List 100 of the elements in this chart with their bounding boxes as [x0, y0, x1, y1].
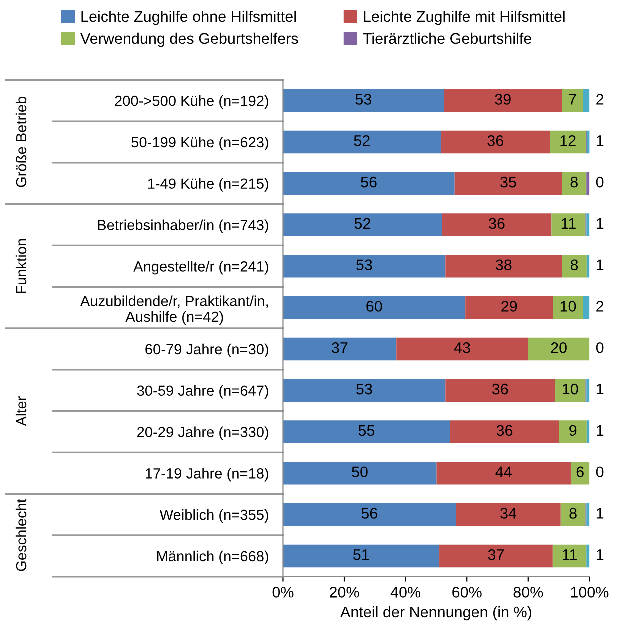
data-label: 1: [596, 508, 604, 519]
bar: [283, 503, 456, 526]
bar: [583, 89, 590, 112]
bar: [283, 379, 446, 402]
data-label: 9: [570, 425, 577, 436]
data-label: 11: [563, 550, 577, 560]
data-label: 37: [332, 342, 348, 354]
data-label: 39: [495, 94, 511, 105]
legend-label: Verwendung des Geburtshelfers: [80, 32, 298, 48]
y-tick-label: Auzubildende/r, Praktikant/in, Aushilfe (n=42): [80, 296, 268, 326]
bar: [283, 296, 466, 320]
data-label: 11: [562, 218, 576, 229]
bar: [562, 255, 587, 278]
data-label: 1: [596, 384, 604, 395]
bar: [586, 544, 590, 568]
x-tick-label: 60%: [452, 587, 482, 598]
bar: [283, 462, 437, 485]
legend-label: Leichte Zughilfe mit Hilfsmittel: [364, 10, 565, 26]
data-label: 35: [500, 176, 516, 188]
data-label: 55: [358, 425, 375, 436]
bar: [456, 503, 561, 526]
data-label: 36: [492, 384, 508, 395]
bar: [454, 172, 562, 196]
data-label: 1: [596, 260, 604, 270]
bar: [586, 255, 590, 278]
data-label: 53: [356, 94, 372, 105]
x-tick-label: 40%: [390, 587, 421, 598]
data-label: 51: [353, 550, 370, 560]
bar: [446, 255, 562, 278]
bar: [528, 338, 590, 361]
x-tick-label: 0%: [272, 587, 294, 598]
data-label: 1: [596, 218, 604, 229]
bar: [441, 130, 550, 154]
bar: [559, 420, 587, 444]
data-label: 8: [570, 508, 577, 519]
bar: [586, 503, 590, 526]
data-label: 56: [361, 176, 377, 188]
data-label: 36: [489, 218, 505, 230]
bar: [446, 379, 556, 402]
data-label: 38: [496, 260, 512, 271]
data-label: 36: [488, 136, 504, 146]
bar: [440, 544, 553, 568]
data-label: 37: [488, 549, 504, 560]
data-label: 8: [570, 176, 578, 188]
data-label: 50: [352, 466, 368, 478]
data-label: 0: [596, 176, 604, 188]
data-label: 52: [354, 136, 370, 146]
bar: [550, 130, 586, 154]
text: Alter: [16, 396, 27, 426]
bar: [283, 255, 446, 278]
data-label: 7: [569, 94, 576, 105]
data-label: 8: [570, 260, 578, 271]
y-tick-label: Weiblich (n=355): [160, 510, 268, 524]
y-tick-label: 17-19 Jahre (n=18): [146, 468, 268, 482]
legend-label: Leichte Zughilfe ohne Hilfsmittel: [82, 10, 296, 26]
data-label: 12: [560, 136, 576, 146]
y-tick-label: 200->500 Kühe (n=192): [115, 96, 268, 110]
bar: [552, 214, 586, 236]
y-tick-label: 1-49 Kühe (n=215): [148, 178, 268, 192]
data-label: 1: [596, 136, 604, 146]
y-tick-label: 60-79 Jahre (n=30): [146, 344, 268, 358]
data-label: 60: [366, 301, 382, 312]
bar: [283, 338, 397, 361]
bar: [450, 420, 560, 444]
bar: [562, 172, 587, 196]
text: Geschlecht: [16, 499, 27, 572]
data-label: 36: [496, 425, 513, 436]
bar: [552, 544, 587, 568]
data-label: 53: [356, 260, 372, 271]
bar: [283, 544, 440, 568]
bar: [396, 338, 528, 361]
bar: [586, 172, 590, 196]
text: Funktion: [16, 239, 27, 294]
bar: [560, 503, 586, 526]
bar: [562, 89, 584, 112]
data-label: 2: [596, 301, 604, 312]
data-label: 10: [563, 384, 578, 395]
y-tick-label: Angestellte/r (n=241): [134, 261, 268, 275]
data-label: 56: [362, 508, 378, 519]
data-label: 2: [596, 94, 604, 105]
bar: [283, 130, 442, 154]
data-label: 10: [560, 301, 576, 312]
text: Größe Betrieb: [16, 97, 27, 188]
bar: [436, 462, 571, 485]
bar: [586, 130, 590, 154]
y-tick-label: Männlich (n=668): [157, 550, 268, 565]
bar: [583, 296, 590, 320]
data-label: 0: [596, 342, 604, 354]
data-label: 20: [551, 342, 567, 354]
data-label: 29: [502, 301, 518, 312]
bar: [553, 296, 584, 320]
y-tick-label: 50-199 Kühe (n=623): [132, 136, 268, 151]
bar: [283, 420, 450, 444]
data-label: 1: [596, 550, 604, 560]
bar: [586, 420, 590, 444]
bar: [442, 214, 552, 236]
data-label: 34: [500, 508, 517, 519]
bar: [466, 296, 554, 320]
data-label: 1: [596, 425, 604, 436]
legend-label: Tierärztliche Geburtshilfe: [363, 32, 532, 44]
